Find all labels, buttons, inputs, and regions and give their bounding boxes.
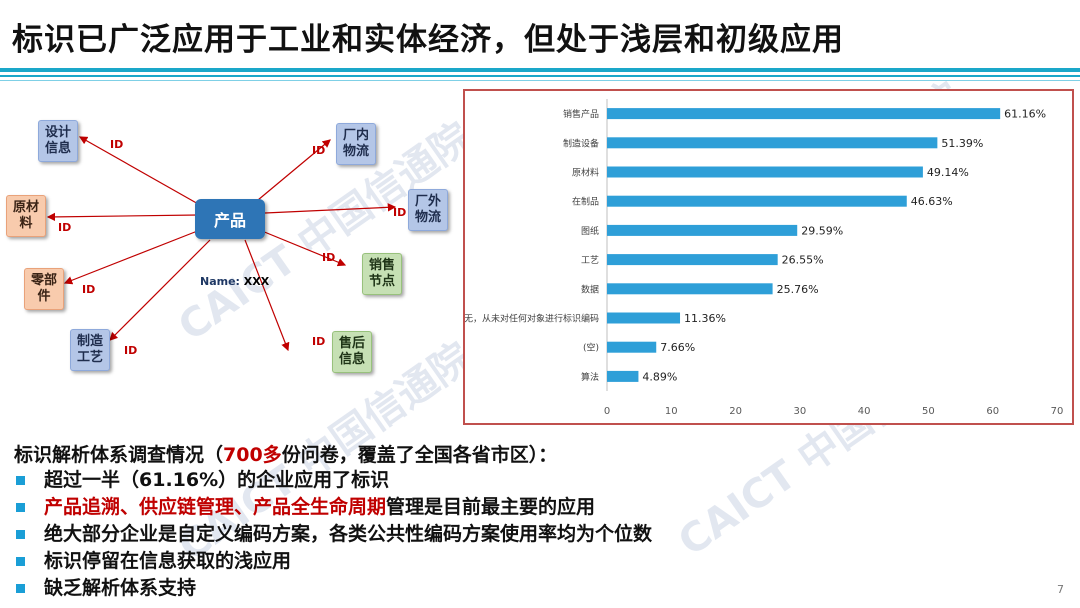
node-sales-point: 销售 节点 (362, 253, 403, 295)
value-label: 4.89% (642, 370, 677, 383)
bar (607, 195, 907, 207)
value-label: 25.76% (777, 283, 819, 296)
arrow-outer (264, 203, 397, 214)
bar (607, 166, 923, 178)
arrow-inner (257, 139, 331, 201)
bullet-item: 标识停留在信息获取的浅应用 (14, 548, 652, 575)
category-label: 制造设备 (563, 137, 599, 149)
survey-summary: 标识解析体系调查情况（700多份问卷，覆盖了全国各省市区）： (14, 444, 558, 466)
node-parts: 零部 件 (24, 268, 65, 310)
category-label: (空) (583, 342, 599, 354)
bar (607, 283, 773, 295)
arrow-after (244, 239, 290, 352)
id-label: ID (58, 221, 72, 234)
category-label: 数据 (581, 283, 599, 295)
bullet-square-icon (16, 476, 25, 485)
page-number: 7 (1057, 583, 1064, 596)
title-divider-thin (0, 75, 1080, 77)
id-label: ID (312, 335, 326, 348)
value-label: 61.16% (1004, 108, 1046, 121)
bar (607, 341, 657, 353)
category-label: 销售产品 (563, 108, 599, 120)
arrow-part (63, 229, 201, 285)
node-outer-logistics: 厂外 物流 (408, 189, 449, 231)
bullet-square-icon (16, 503, 25, 512)
title-divider (0, 68, 1080, 72)
value-label: 7.66% (660, 341, 695, 354)
id-label: ID (82, 283, 96, 296)
x-tick-label: 70 (1051, 406, 1064, 417)
bar (607, 137, 938, 149)
category-label: 原材料 (572, 167, 599, 179)
category-label: 无，从未对任何对象进行标识编码 (465, 313, 599, 325)
bullet-item: 超过一半（61.16%）的企业应用了标识 (14, 467, 652, 494)
node-after-sales: 售后 信息 (332, 331, 373, 373)
arrow-process (109, 239, 211, 341)
bar (607, 224, 798, 236)
category-label: 工艺 (581, 255, 599, 266)
slide-title: 标识已广泛应用于工业和实体经济，但处于浅层和初级应用 (12, 22, 844, 58)
bar (607, 312, 681, 324)
bullet-square-icon (16, 530, 25, 539)
value-label: 26.55% (782, 254, 824, 267)
value-label: 46.63% (911, 195, 953, 208)
node-raw-material: 原材 料 (6, 195, 47, 237)
x-tick-label: 50 (922, 406, 935, 417)
x-tick-label: 60 (986, 406, 999, 417)
product-name-label: Name: XXX (200, 275, 270, 288)
survey-bullets: 超过一半（61.16%）的企业应用了标识 产品追溯、供应链管理、产品全生命周期管… (14, 467, 652, 602)
survey-count: 700多 (223, 444, 282, 466)
bar (607, 108, 1001, 120)
bullet-item: 缺乏解析体系支持 (14, 575, 652, 602)
bullet-item: 绝大部分企业是自定义编码方案，各类公共性编码方案使用率均为个位数 (14, 521, 652, 548)
product-id-diagram: 产品 Name: XXX 设计 信息 原材 料 零部 件 制造 工艺 厂内 物流… (0, 95, 460, 435)
category-label: 算法 (581, 371, 599, 383)
bar (607, 254, 778, 266)
value-label: 29.59% (801, 224, 843, 237)
bullet-square-icon (16, 557, 25, 566)
id-label: ID (322, 251, 336, 264)
value-label: 51.39% (941, 137, 983, 150)
bar (607, 370, 639, 382)
diagram-arrows (46, 136, 397, 352)
chart-frame: 销售产品 61.16% 制造设备 51.39% 原材料 49.14% 在制品 46.63% 图纸… (463, 89, 1074, 425)
category-label: 图纸 (581, 225, 599, 237)
x-tick-label: 30 (793, 406, 806, 417)
bullet-item: 产品追溯、供应链管理、产品全生命周期管理是目前最主要的应用 (14, 494, 652, 521)
arrow-sales (261, 230, 347, 267)
title-divider-light (0, 80, 1080, 81)
node-design-info: 设计 信息 (38, 120, 79, 162)
product-node: 产品 (195, 199, 265, 239)
id-label: ID (312, 144, 326, 157)
x-tick-label: 40 (858, 406, 871, 417)
arrow-design (78, 136, 201, 206)
value-label: 11.36% (684, 312, 726, 325)
arrow-raw (46, 212, 199, 222)
id-label: ID (393, 206, 407, 219)
bar-chart: 销售产品 61.16% 制造设备 51.39% 原材料 49.14% 在制品 46.63% 图纸… (464, 99, 1064, 417)
node-inner-logistics: 厂内 物流 (336, 123, 377, 165)
value-label: 49.14% (927, 166, 969, 179)
id-label: ID (110, 138, 124, 151)
x-tick-label: 10 (665, 406, 678, 417)
x-tick-label: 0 (604, 406, 610, 417)
x-tick-label: 20 (729, 406, 742, 417)
category-label: 在制品 (572, 196, 599, 208)
bullet-square-icon (16, 584, 25, 593)
id-label: ID (124, 344, 138, 357)
node-manufacturing-process: 制造 工艺 (70, 329, 111, 371)
